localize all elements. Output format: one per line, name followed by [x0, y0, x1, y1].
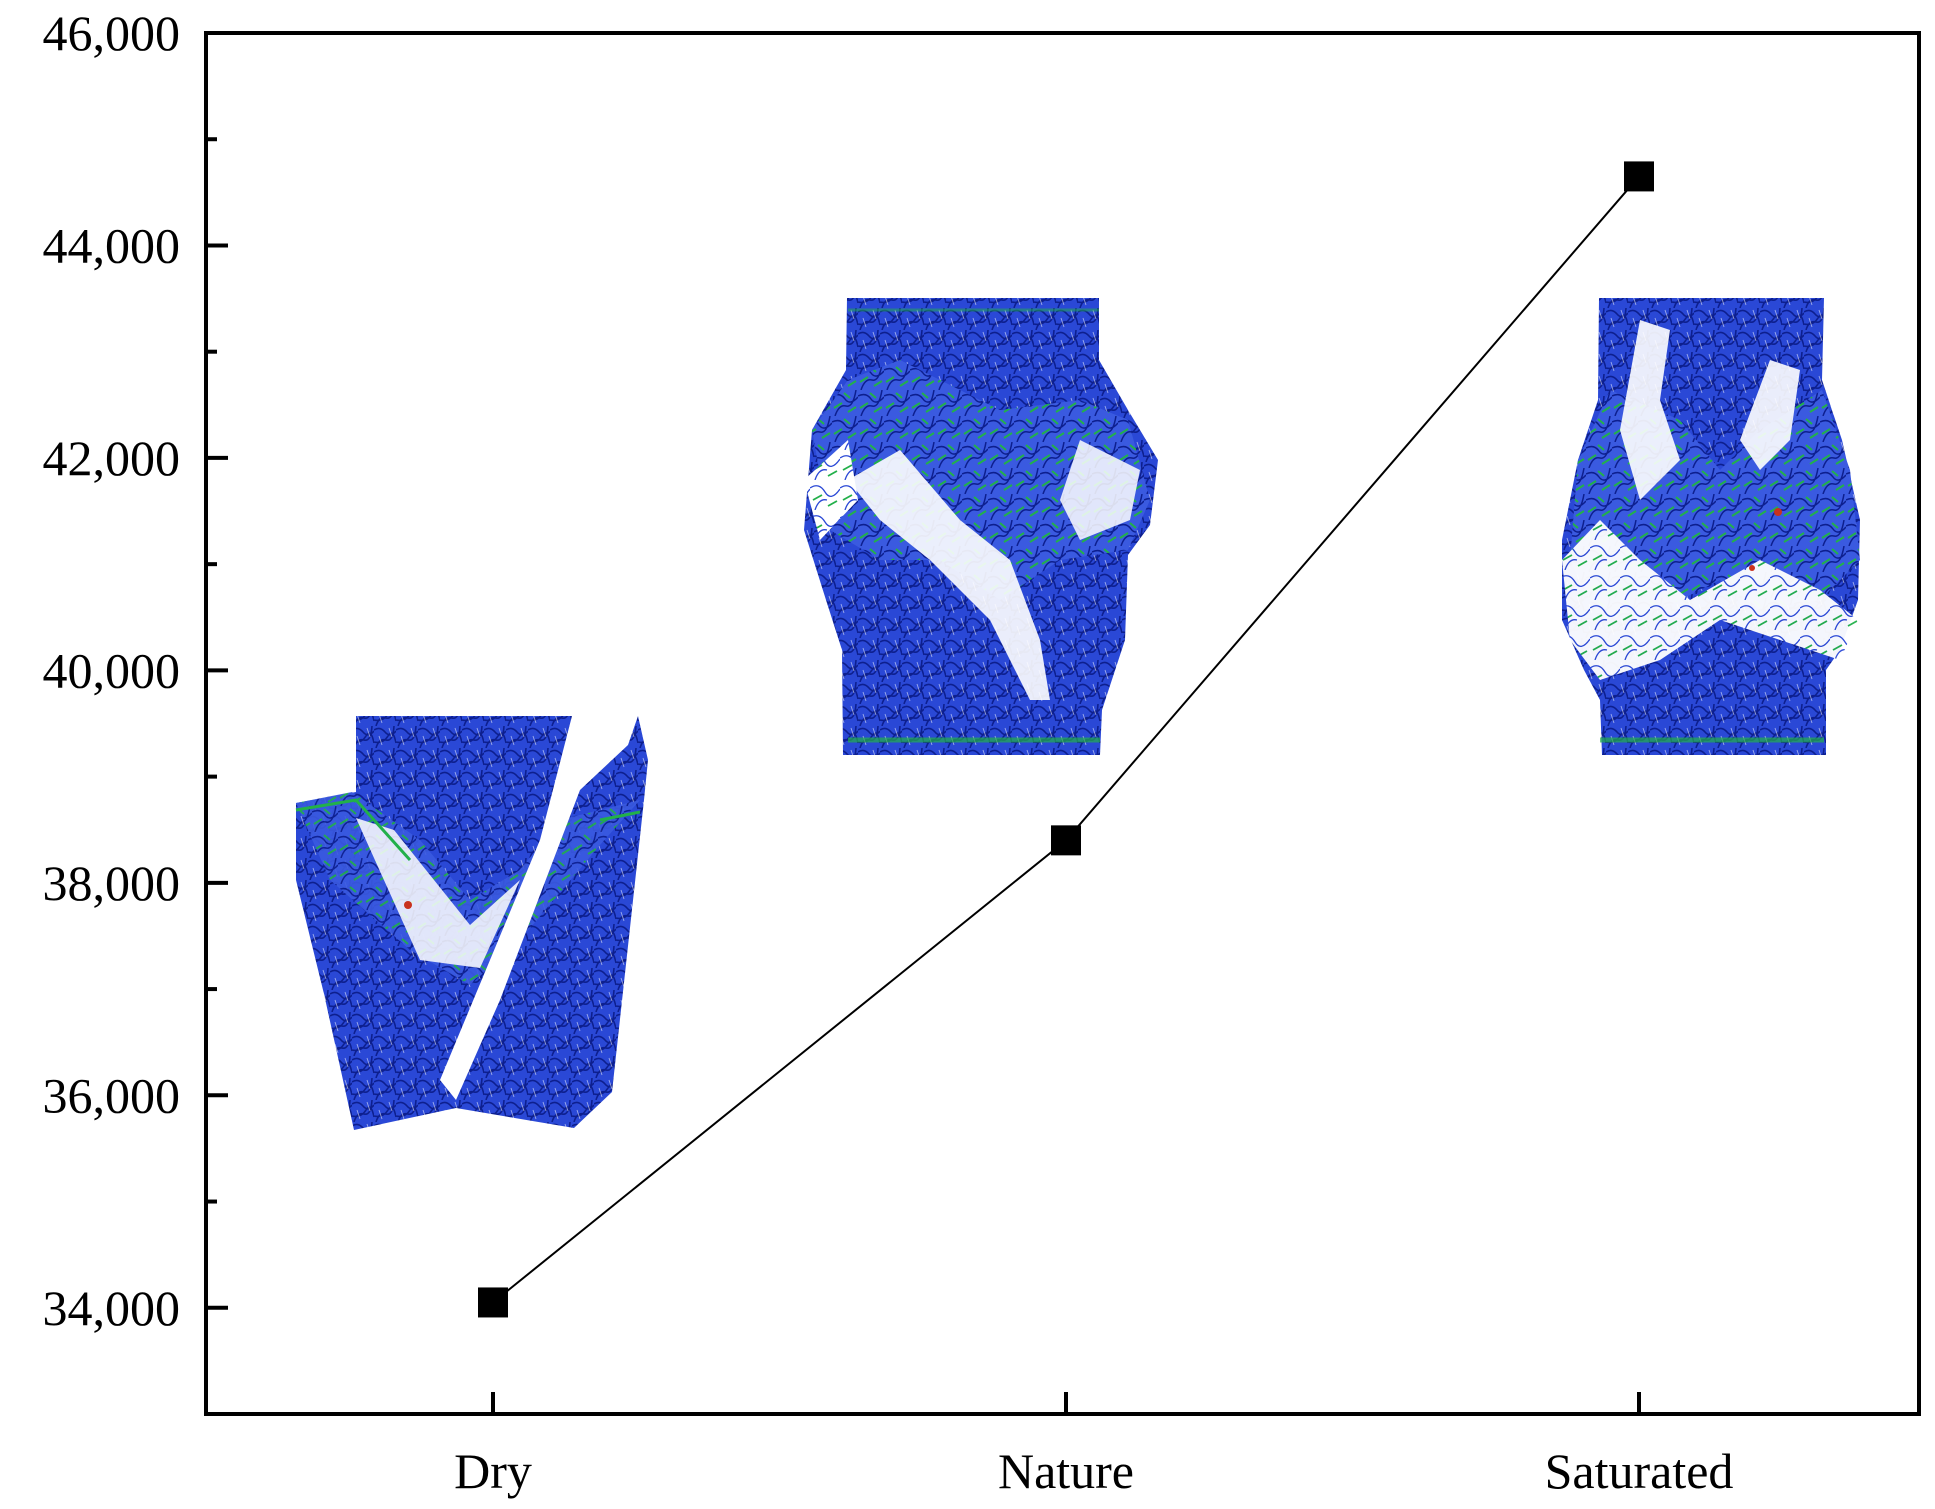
- nature-specimen-crack-image: [804, 298, 1158, 755]
- data-point-saturated: [1624, 161, 1654, 192]
- dry-specimen-crack-image: [295, 716, 648, 1130]
- x-axis: Dry Nature Saturated: [454, 1392, 1733, 1499]
- y-tick-label: 44,000: [43, 217, 181, 273]
- data-point-nature: [1051, 825, 1081, 856]
- y-tick-label: 40,000: [43, 642, 181, 698]
- x-tick-label-dry: Dry: [454, 1443, 532, 1499]
- saturated-specimen-crack-image: [1562, 298, 1860, 755]
- data-point-dry: [478, 1287, 508, 1318]
- y-tick-label: 36,000: [43, 1067, 181, 1123]
- y-tick-label: 34,000: [43, 1280, 181, 1336]
- y-tick-label: 42,000: [43, 430, 181, 486]
- y-tick-label: 46,000: [43, 5, 181, 61]
- plot-frame: [204, 31, 1921, 1416]
- x-tick-label-saturated: Saturated: [1545, 1443, 1734, 1499]
- y-tick-label: 38,000: [43, 855, 181, 911]
- series-layer: [478, 161, 1654, 1318]
- x-tick-label-nature: Nature: [998, 1443, 1134, 1499]
- y-axis: 34,000 36,000 38,000 40,000 42,000 44,000 46,0…: [43, 5, 228, 1416]
